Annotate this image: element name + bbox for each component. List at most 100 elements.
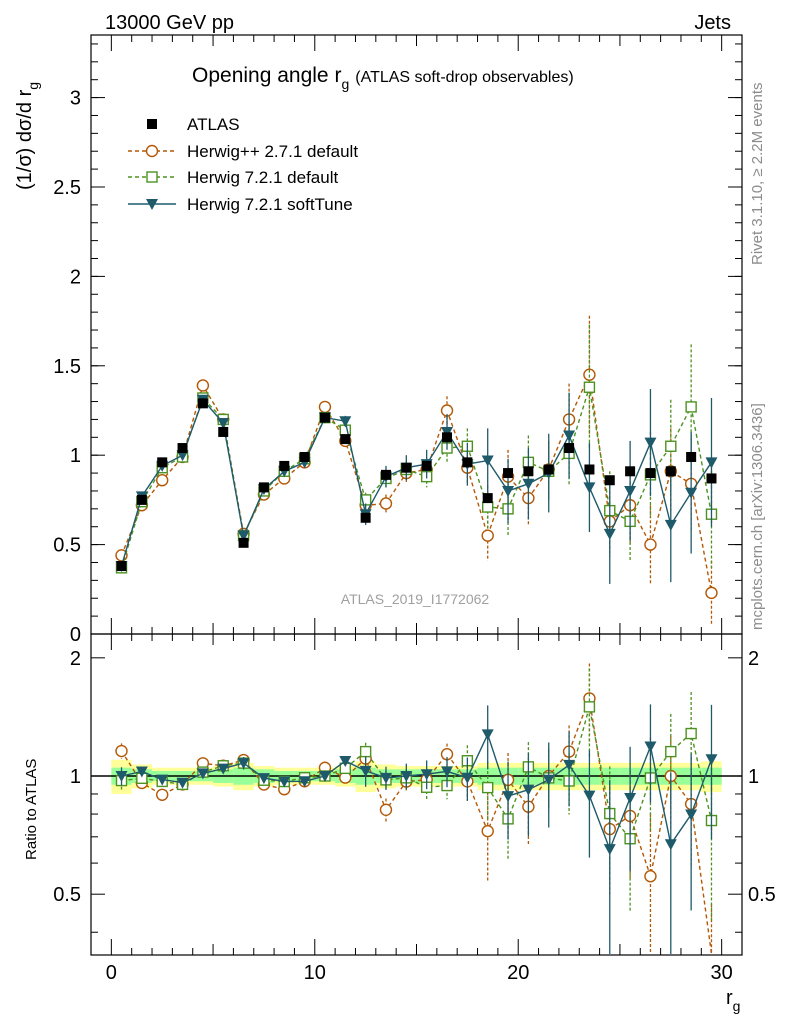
legend-marker [145,144,159,158]
data-point [665,440,677,452]
data-point [177,443,188,454]
data-point [380,469,391,480]
x-axis-label-sub: g [733,998,741,1014]
legend-label: ATLAS [187,115,240,134]
data-point [502,485,515,497]
data-point [705,754,718,766]
data-point [279,460,290,471]
data-point [462,457,473,468]
data-point [238,537,249,548]
x-axis-label-text: r [726,987,733,1009]
y-tick-label: 1.5 [53,356,81,378]
data-point [603,528,616,540]
data-point [644,741,657,753]
data-point [156,788,169,801]
data-point [401,462,412,473]
data-point [705,586,718,600]
legend-label: Herwig++ 2.7.1 default [187,142,358,161]
data-point [502,791,515,803]
legend-label: Herwig 7.2.1 softTune [187,195,353,214]
ratio-plot-content [91,663,742,955]
data-point [136,494,147,505]
data-point [482,493,493,504]
series-line [120,386,713,569]
x-tick-label: 20 [507,962,529,984]
main-axes: 0 0.5 1 1.5 2 2.5 3 [53,35,742,646]
data-point [645,468,656,479]
main-ylabel: (1/σ) dσ/d rg [14,82,41,190]
data-point [583,701,596,713]
data-point [400,771,413,783]
data-point [157,457,168,468]
data-point [359,745,372,758]
y-tick-label: 1 [70,445,81,467]
data-point [421,460,432,471]
data-point [481,455,494,467]
data-point [542,774,555,786]
ratio-y-tick-label-right: 1 [748,766,759,788]
data-point [664,839,677,851]
data-point [156,474,169,487]
data-point [340,434,351,445]
data-point [644,538,657,551]
data-point [705,457,718,469]
ratio-y-tick-label-right: 2 [748,648,759,670]
data-point [359,765,372,777]
legend-label: Herwig 7.2.1 default [187,168,338,187]
data-point [257,773,270,785]
series-line [120,695,713,955]
data-point [603,844,616,856]
data-point [644,870,657,883]
plot-title-sub: g [341,76,349,92]
series-line [121,732,713,852]
data-point [319,412,330,423]
data-point [379,803,393,816]
x-axis-label: rg [726,987,740,1014]
data-point [237,530,250,542]
data-point [217,763,230,775]
mcplots-label: mcplots.cern.ch [arXiv:1306.3436] [749,403,766,630]
data-point [441,766,454,778]
y-tick-label: 2 [70,266,81,288]
y-tick-label: 3 [70,88,81,110]
legend: ATLAS Herwig++ 2.7.1 default Herwig 7.2.1 … [128,115,358,214]
plot-title: Opening angle rg (ATLAS soft-drop observa… [192,64,574,92]
data-point [360,512,371,523]
main-plot-content [115,315,718,626]
data-point [523,466,534,477]
data-point [217,418,230,430]
data-point [115,744,128,758]
data-point [503,468,514,479]
legend-marker [147,119,157,129]
ratio-ylabel: Ratio to ATLAS [23,759,40,860]
data-point [583,790,596,802]
data-point [625,466,636,477]
data-point [379,772,392,784]
data-point [685,401,697,413]
data-point [686,451,697,462]
header-left: 13000 GeV pp [105,12,234,34]
data-point [584,464,595,475]
data-point [135,766,148,778]
series-line [121,706,713,841]
data-point [176,777,189,789]
data-point [339,416,352,428]
data-point [583,381,596,393]
x-tick-label: 30 [711,962,733,984]
plot-title-suffix: (ATLAS soft-drop observables) [355,69,573,86]
y-tick-label: 0 [70,624,81,646]
series-line [120,398,713,567]
data-point [624,485,637,497]
data-point [379,497,393,510]
ratio-frame [90,633,743,956]
data-point [461,772,474,784]
x-tick-label: 10 [304,962,326,984]
data-point [543,464,554,475]
data-point [481,824,494,838]
data-point [685,727,697,740]
analysis-label: ATLAS_2019_I1772062 [341,591,490,607]
data-point [664,519,677,531]
ratio-axes: 0 10 20 30 0.5 0.5 1 1 2 2 [53,634,776,984]
data-point [563,759,576,771]
